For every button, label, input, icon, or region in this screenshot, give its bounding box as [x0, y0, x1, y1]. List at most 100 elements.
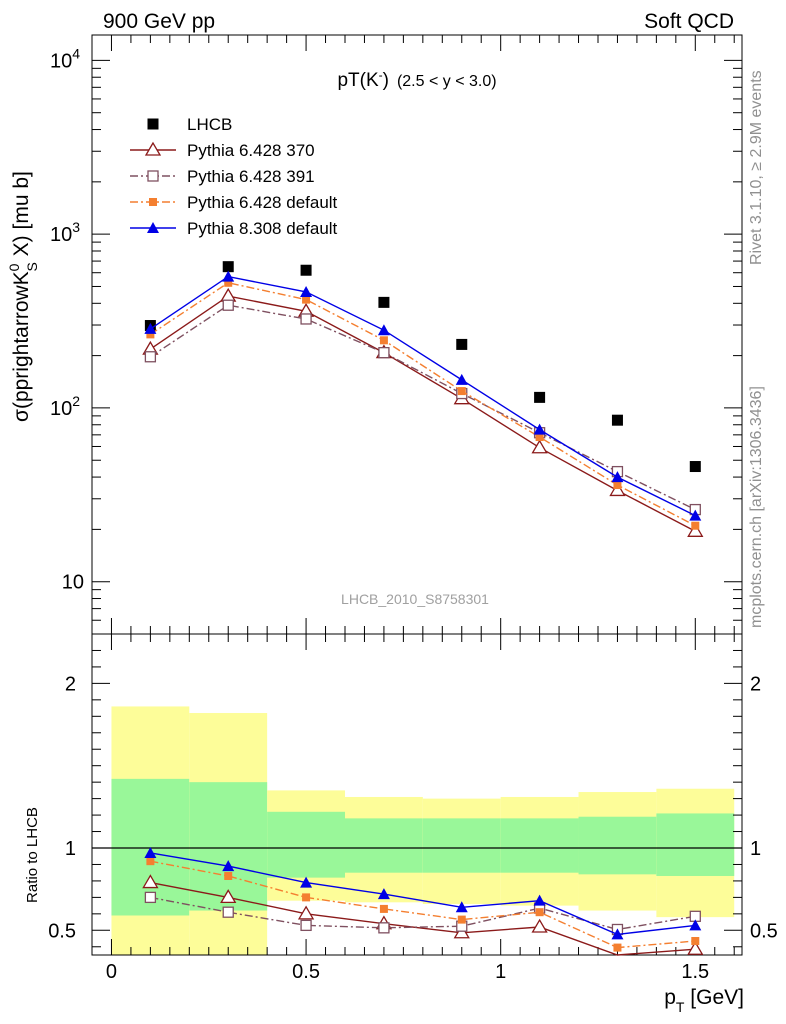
- ratio-point-p370-1: [220, 889, 237, 904]
- header-right: Soft QCD: [644, 10, 734, 33]
- legend-label-p370: Pythia 6.428 370: [187, 141, 315, 160]
- main-point-p6def-7: [691, 521, 700, 530]
- watermark: LHCB_2010_S8758301: [341, 591, 489, 607]
- ratio-point-p8def-2: [300, 876, 313, 888]
- main-point-p6def-2: [302, 295, 311, 304]
- main-point-p6def-4: [457, 387, 466, 396]
- main-point-p370-5: [531, 439, 548, 454]
- main-point-data-5: [534, 391, 546, 403]
- x-tick-label-2: 1: [495, 961, 506, 983]
- y-tick-label-base: 10: [50, 398, 72, 420]
- y-axis-label-sub: S: [24, 262, 40, 271]
- ratio-plot-series: [142, 846, 704, 956]
- main-point-p391-3: [378, 347, 390, 359]
- ratio-point-p370-5: [531, 918, 548, 933]
- x-tick-label-0: 0: [106, 961, 117, 983]
- band-inner-5: [500, 818, 579, 873]
- main-point-p6def-6: [613, 481, 622, 490]
- y-tick-label-base: 10: [50, 50, 72, 72]
- x-axis-label-base: p: [664, 986, 676, 1009]
- main-point-p370-6: [609, 482, 626, 497]
- main-point-data-4: [456, 338, 468, 350]
- y-axis-label-sup: 0: [6, 263, 22, 271]
- main-point-p8def-1: [222, 270, 235, 282]
- ratio-point-p370-7: [687, 940, 704, 955]
- main-point-p6def-0: [146, 330, 155, 339]
- main-point-p370-7: [687, 523, 704, 537]
- main-point-data-2: [300, 264, 312, 276]
- y-tick-label-top-2: 103: [50, 219, 80, 246]
- ratio-y-tick-label-left-1: 1: [65, 838, 76, 860]
- ratio-point-p6def-4: [457, 915, 466, 924]
- main-point-p8def-3: [377, 324, 390, 336]
- legend-marker-p6def: [149, 198, 157, 206]
- main-point-p6def-1: [224, 278, 233, 287]
- main-point-p8def-2: [300, 285, 313, 297]
- x-tick-label-1: 0.5: [292, 961, 320, 983]
- band-inner-3: [344, 818, 423, 873]
- legend-label-p6def: Pythia 6.428 default: [187, 193, 338, 212]
- ratio-plot-frame: [91, 633, 743, 956]
- y-tick-label-top-0: 10: [62, 572, 84, 594]
- ratio-uncertainty-bands: [111, 706, 735, 955]
- main-point-data-7: [689, 461, 701, 473]
- main-line-p6def: [150, 282, 696, 527]
- y-tick-label-exp: 4: [72, 45, 80, 61]
- ratio-point-p391-0: [144, 891, 157, 904]
- ratio-point-p370-2: [297, 905, 315, 920]
- ratio-point-p6def-7: [691, 937, 700, 946]
- ratio-y-tick-label-left-2: 2: [65, 673, 76, 695]
- y-tick-label-exp: 3: [72, 219, 80, 235]
- ratio-y-tick-label-right-1: 1: [750, 838, 761, 860]
- main-point-data-1: [222, 261, 234, 273]
- ratio-line-p391: [150, 896, 696, 931]
- ratio-point-p370-0: [142, 874, 159, 889]
- y-tick-label-exp: 2: [72, 393, 80, 409]
- plot-title-close: ): [383, 70, 389, 91]
- main-point-p8def-6: [611, 471, 624, 483]
- y-tick-label-top-3: 104: [50, 45, 80, 72]
- ratio-point-p8def-3: [377, 888, 390, 900]
- band-inner-2: [267, 811, 345, 878]
- plot-title-sup: -: [379, 68, 383, 82]
- x-axis-label-unit: [GeV]: [684, 986, 744, 1009]
- legend-marker-p391: [147, 170, 159, 182]
- ratio-point-p8def-1: [222, 860, 235, 872]
- plot-frames: [91, 34, 743, 956]
- ratio-line-p370: [150, 881, 696, 956]
- ratio-point-p8def-5: [533, 894, 546, 906]
- y-tick-label-top-1: 102: [50, 393, 80, 420]
- x-axis-label-sub: T: [676, 999, 685, 1015]
- ratio-point-p8def-4: [455, 901, 468, 913]
- x-axis-label: pT [GeV]: [664, 986, 744, 1015]
- y-axis-label-post: X) [mu b]: [10, 171, 33, 262]
- y-axis-label-pre: σ(pprightarrowK: [10, 271, 33, 422]
- plot-title: pT(K-) (2.5 < y < 3.0): [337, 68, 496, 91]
- main-point-data-3: [378, 296, 390, 308]
- legend-marker-p8def: [147, 222, 159, 233]
- ratio-point-p391-3: [378, 922, 390, 934]
- main-point-p6def-3: [379, 336, 388, 345]
- main-point-p391-1: [222, 299, 234, 311]
- main-point-p8def-7: [689, 509, 702, 521]
- legend-marker-p370: [144, 141, 162, 156]
- y-tick-label-base: 10: [50, 224, 72, 246]
- plot-title-main: pT(K: [337, 70, 379, 91]
- main-point-p8def-0: [144, 322, 157, 334]
- main-point-data-6: [611, 414, 623, 426]
- ratio-line-p8def: [150, 852, 696, 936]
- ratio-point-p391-1: [222, 906, 234, 918]
- ratio-point-p8def-6: [611, 928, 624, 940]
- main-plot-series: [142, 261, 704, 537]
- ratio-point-p6def-1: [224, 871, 233, 880]
- ratio-line-p6def: [150, 860, 696, 949]
- ratio-point-p6def-5: [535, 908, 544, 917]
- ratio-point-p6def-2: [302, 893, 311, 902]
- main-point-p8def-4: [455, 373, 468, 385]
- main-point-p8def-5: [533, 423, 546, 435]
- ratio-point-p6def-0: [146, 857, 155, 866]
- y-axis-label-top: σ(pprightarrowK0 S X) [mu b]: [6, 171, 40, 422]
- legend: LHCB Pythia 6.428 370 Pythia 6.428 391 Pyth…: [130, 115, 338, 238]
- plot-title-range: (2.5 < y < 3.0): [397, 73, 497, 90]
